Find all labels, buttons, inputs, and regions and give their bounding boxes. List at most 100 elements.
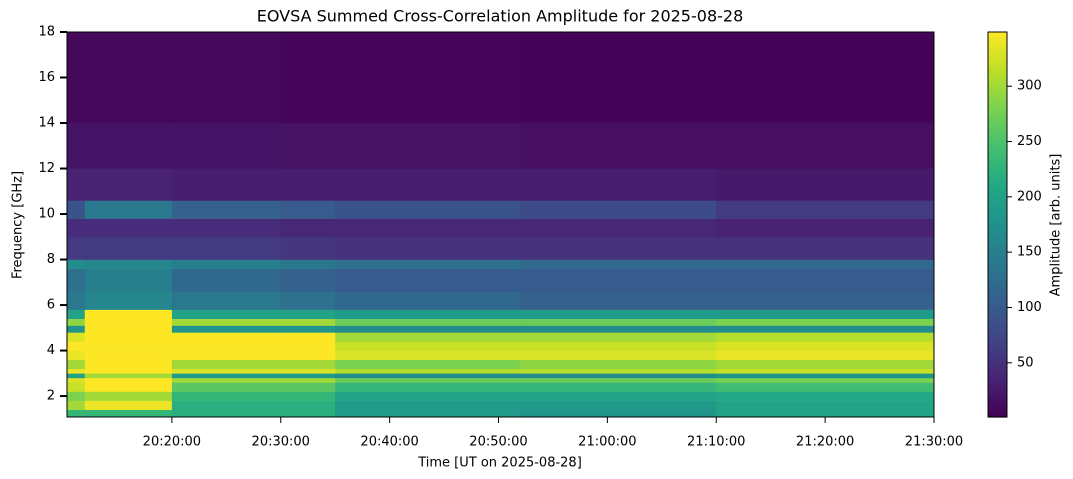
heatmap-cell bbox=[716, 259, 935, 269]
heatmap-cell bbox=[520, 341, 717, 351]
colorbar-segment bbox=[988, 362, 1007, 367]
colorbar-tick-label: 300 bbox=[1017, 79, 1042, 94]
heatmap-cell bbox=[335, 332, 521, 342]
colorbar-segment bbox=[988, 307, 1007, 312]
colorbar-segment bbox=[988, 410, 1007, 415]
colorbar-segment bbox=[988, 243, 1007, 248]
heatmap-cell bbox=[67, 373, 86, 379]
colorbar-segment bbox=[988, 189, 1007, 194]
colorbar-segment bbox=[988, 246, 1007, 251]
heatmap-cell bbox=[67, 382, 86, 392]
colorbar-segment bbox=[988, 73, 1007, 78]
colorbar-segment bbox=[988, 54, 1007, 59]
colorbar-segment bbox=[988, 275, 1007, 280]
colorbar-segment bbox=[988, 346, 1007, 351]
y-tick-label: 4 bbox=[47, 343, 55, 358]
colorbar-tick-label: 100 bbox=[1017, 300, 1042, 315]
y-axis-label: Frequency [GHz] bbox=[11, 171, 26, 279]
heatmap-cell bbox=[335, 382, 521, 392]
colorbar-segment bbox=[988, 301, 1007, 306]
heatmap-cell bbox=[171, 200, 282, 219]
heatmap-cell bbox=[716, 218, 935, 238]
heatmap-cell bbox=[171, 368, 282, 374]
colorbar-segment bbox=[988, 323, 1007, 328]
colorbar-segment bbox=[988, 298, 1007, 303]
colorbar-segment bbox=[988, 404, 1007, 408]
heatmap-cell bbox=[84, 400, 173, 411]
colorbar-segment bbox=[988, 269, 1007, 274]
heatmap-cell bbox=[171, 391, 282, 401]
colorbar-segment bbox=[988, 291, 1007, 296]
y-tick-label: 16 bbox=[38, 70, 55, 85]
heatmap-cell bbox=[716, 32, 935, 124]
colorbar-segment bbox=[988, 253, 1007, 258]
colorbar-segment bbox=[988, 70, 1007, 75]
heatmap-cell bbox=[335, 259, 521, 269]
heatmap-cell bbox=[67, 32, 86, 124]
colorbar-segment bbox=[988, 211, 1007, 216]
colorbar-segment bbox=[988, 41, 1007, 46]
heatmap-cell bbox=[84, 368, 173, 374]
colorbar-segment bbox=[988, 384, 1007, 389]
heatmap-cell bbox=[716, 359, 935, 370]
colorbar-segment bbox=[988, 202, 1007, 206]
colorbar-segment bbox=[988, 227, 1007, 232]
heatmap-cell bbox=[171, 382, 282, 392]
colorbar-segment bbox=[988, 224, 1007, 229]
colorbar-segment bbox=[988, 115, 1007, 120]
heatmap-cell bbox=[67, 359, 86, 370]
heatmap-cell bbox=[84, 377, 173, 383]
heatmap-cell bbox=[520, 200, 717, 219]
colorbar-segment bbox=[988, 263, 1007, 267]
colorbar-segment bbox=[988, 153, 1007, 158]
colorbar-segment bbox=[988, 234, 1007, 238]
colorbar-segment bbox=[988, 173, 1007, 177]
colorbar-segment bbox=[988, 64, 1007, 68]
heatmap-cell bbox=[280, 373, 336, 379]
colorbar-segment bbox=[988, 214, 1007, 219]
heatmap-cell bbox=[335, 309, 521, 320]
colorbar-segment bbox=[988, 150, 1007, 155]
heatmap-cell bbox=[335, 373, 521, 379]
colorbar-segment bbox=[988, 99, 1007, 104]
heatmap-cell bbox=[171, 236, 282, 260]
colorbar-segment bbox=[988, 218, 1007, 222]
heatmap-cell bbox=[280, 325, 336, 333]
colorbar-segment bbox=[988, 311, 1007, 315]
colorbar-segment bbox=[988, 112, 1007, 117]
x-tick-label: 21:30:00 bbox=[905, 435, 963, 450]
colorbar-segment bbox=[988, 368, 1007, 373]
heatmap-cell bbox=[280, 32, 336, 124]
colorbar-segment bbox=[988, 121, 1007, 126]
y-tick-label: 14 bbox=[38, 116, 55, 131]
heatmap-cell bbox=[335, 291, 521, 310]
colorbar-segment bbox=[988, 147, 1007, 152]
heatmap-cell bbox=[716, 268, 935, 292]
colorbar-segment bbox=[988, 336, 1007, 341]
heatmap-cell bbox=[84, 359, 173, 370]
colorbar-segment bbox=[988, 349, 1007, 354]
heatmap-cell bbox=[171, 318, 282, 326]
heatmap-cell bbox=[716, 200, 935, 219]
chart-title: EOVSA Summed Cross-Correlation Amplitude… bbox=[257, 7, 744, 26]
colorbar-segment bbox=[988, 295, 1007, 299]
heatmap-cell bbox=[84, 325, 173, 333]
heatmap-cell bbox=[280, 341, 336, 351]
heatmap-cell bbox=[716, 400, 935, 411]
colorbar-segment bbox=[988, 314, 1007, 319]
heatmap-cell bbox=[716, 391, 935, 401]
colorbar-segment bbox=[988, 391, 1007, 396]
heatmap-cell bbox=[335, 200, 521, 219]
heatmap-cell bbox=[280, 391, 336, 401]
heatmap-cell bbox=[716, 123, 935, 169]
heatmap-cell bbox=[335, 268, 521, 292]
colorbar-tick-label: 250 bbox=[1017, 134, 1042, 149]
colorbar-segment bbox=[988, 38, 1007, 43]
heatmap-cell bbox=[280, 368, 336, 374]
colorbar-segment bbox=[988, 394, 1007, 399]
colorbar-frame bbox=[987, 31, 1008, 418]
colorbar-segment bbox=[988, 372, 1007, 376]
y-tick-label: 6 bbox=[47, 298, 55, 313]
heatmap-cell bbox=[520, 32, 717, 124]
heatmap-cell bbox=[520, 368, 717, 374]
